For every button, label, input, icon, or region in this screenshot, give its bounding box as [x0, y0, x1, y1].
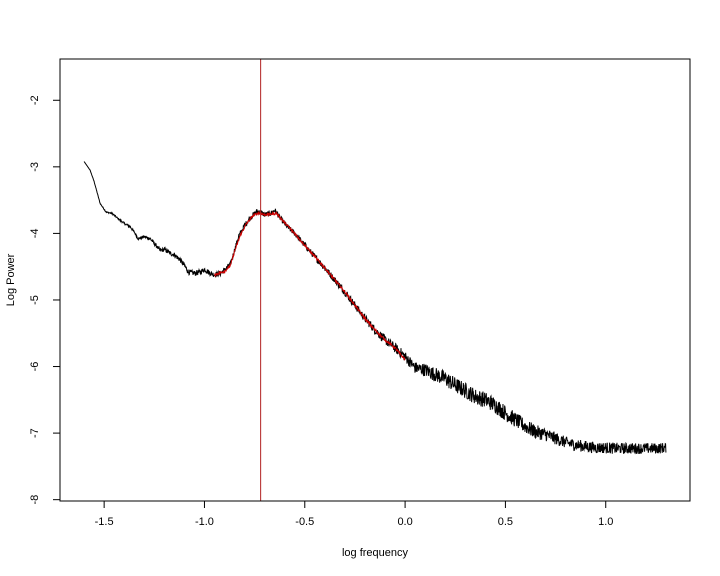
y-tick-label: -6 [29, 362, 41, 372]
fitted-series-line [214, 210, 406, 361]
x-tick-label: -1.5 [95, 516, 114, 528]
x-tick-label: 1.0 [598, 516, 613, 528]
y-axis-label: Log Power [5, 253, 17, 306]
y-tick-label: -8 [29, 495, 41, 505]
x-axis-label: log frequency [342, 547, 409, 559]
series-layer [83, 161, 667, 455]
x-tick-label: -0.5 [295, 516, 314, 528]
y-tick-label: -3 [29, 162, 41, 172]
x-axis: -1.5 -1.0 -0.5 0.0 0.5 1.0 [95, 500, 613, 528]
x-tick-label: 0.0 [397, 516, 412, 528]
y-tick-label: -7 [29, 428, 41, 438]
y-axis: -8 -7 -6 -5 -4 -3 -2 [29, 95, 61, 505]
y-tick-label: -2 [29, 95, 41, 105]
y-tick-label: -4 [29, 229, 41, 239]
x-tick-label: 0.5 [498, 516, 513, 528]
y-tick-label: -5 [29, 295, 41, 305]
x-tick-label: -1.0 [195, 516, 214, 528]
spectrum-series-line [83, 161, 667, 455]
